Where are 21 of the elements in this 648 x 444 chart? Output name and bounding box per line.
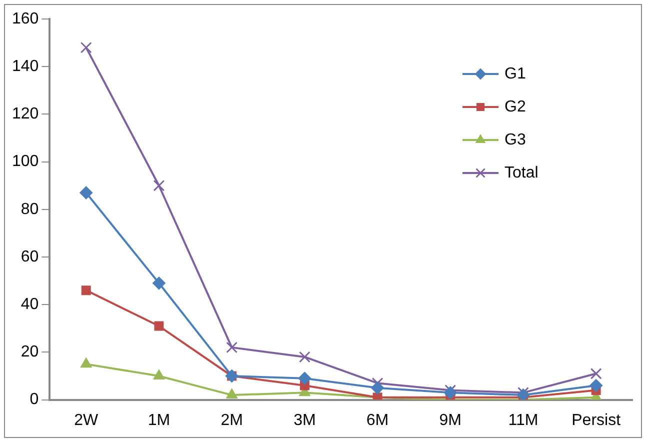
legend-label: G3 bbox=[504, 131, 526, 148]
y-tick-label: 160 bbox=[12, 10, 39, 28]
y-tick-label: 20 bbox=[20, 344, 39, 361]
y-tick-label: 80 bbox=[20, 200, 39, 218]
y-tick-label: 100 bbox=[12, 153, 39, 170]
x-tick-label: 3M bbox=[294, 412, 316, 429]
legend-label: G2 bbox=[504, 98, 526, 116]
x-tick-label: 9M bbox=[439, 412, 462, 429]
x-tick-label: 11M bbox=[508, 412, 538, 429]
legend-label: G1 bbox=[504, 65, 526, 82]
y-tick-label: 0 bbox=[30, 391, 39, 408]
y-tick-label: 40 bbox=[20, 296, 39, 314]
x-tick-label: 1M bbox=[148, 412, 170, 429]
legend-label: Total bbox=[504, 164, 538, 182]
x-tick-label: 2W bbox=[74, 412, 100, 429]
x-tick-label: 6M bbox=[366, 412, 389, 429]
y-tick-label: 140 bbox=[12, 58, 39, 76]
y-tick-label: 60 bbox=[20, 248, 39, 266]
x-tick-label: 2M bbox=[220, 412, 243, 429]
y-tick-label: 120 bbox=[12, 106, 39, 123]
x-tick-label: Persist bbox=[572, 412, 622, 429]
